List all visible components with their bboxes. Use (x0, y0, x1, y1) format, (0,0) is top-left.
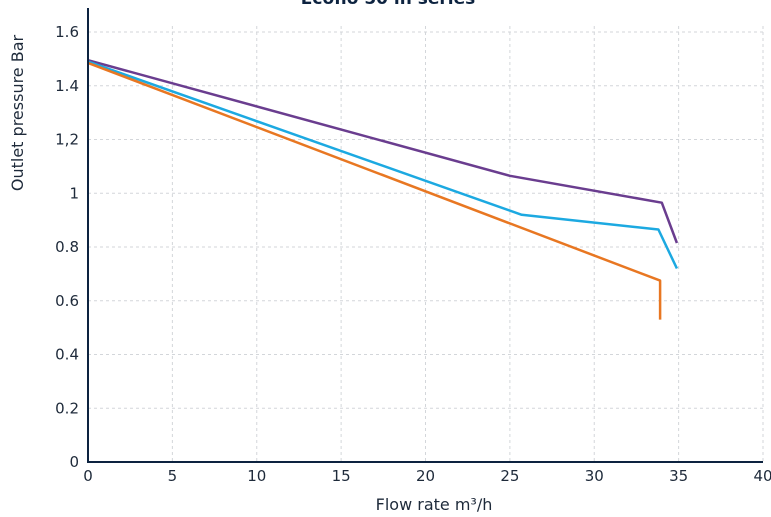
y-tick-label: 0.4 (55, 346, 79, 364)
series-line-3 (87, 61, 662, 320)
x-tick-label: 10 (247, 467, 266, 485)
x-tick-label: 40 (753, 467, 771, 485)
y-tick-label: 1.6 (55, 23, 79, 41)
x-tick-label: 15 (332, 467, 351, 485)
x-tick-label: 35 (669, 467, 688, 485)
chart-title: Ecoflo 50 in series (301, 0, 476, 9)
y-tick-label: 0.6 (55, 292, 79, 310)
axes (87, 8, 763, 463)
y-tick-label: 1 (69, 184, 79, 202)
y-axis-title: Outlet pressure Bar (8, 34, 27, 191)
x-tick-label: 5 (168, 467, 178, 485)
series-line-1 (87, 58, 679, 244)
x-tick-label: 0 (83, 467, 93, 485)
y-axis-tick-labels: 0 0.2 0.4 0.6 0.8 1 1,2 1.4 1.6 (55, 23, 79, 471)
x-tick-label: 30 (585, 467, 604, 485)
x-axis-tick-labels: 0 5 10 15 20 25 30 35 40 (83, 467, 771, 485)
grid (88, 26, 764, 462)
x-tick-label: 20 (416, 467, 435, 485)
y-tick-label: 1.4 (55, 77, 79, 95)
y-tick-label: 0.2 (55, 399, 79, 417)
y-tick-label: 0.8 (55, 238, 79, 256)
y-tick-label: 0 (69, 453, 79, 471)
series-line-2 (87, 60, 679, 270)
x-axis-title: Flow rate m³/h (376, 495, 493, 514)
x-tick-label: 25 (500, 467, 519, 485)
series-group (87, 58, 679, 320)
y-tick-label: 1,2 (55, 131, 79, 149)
